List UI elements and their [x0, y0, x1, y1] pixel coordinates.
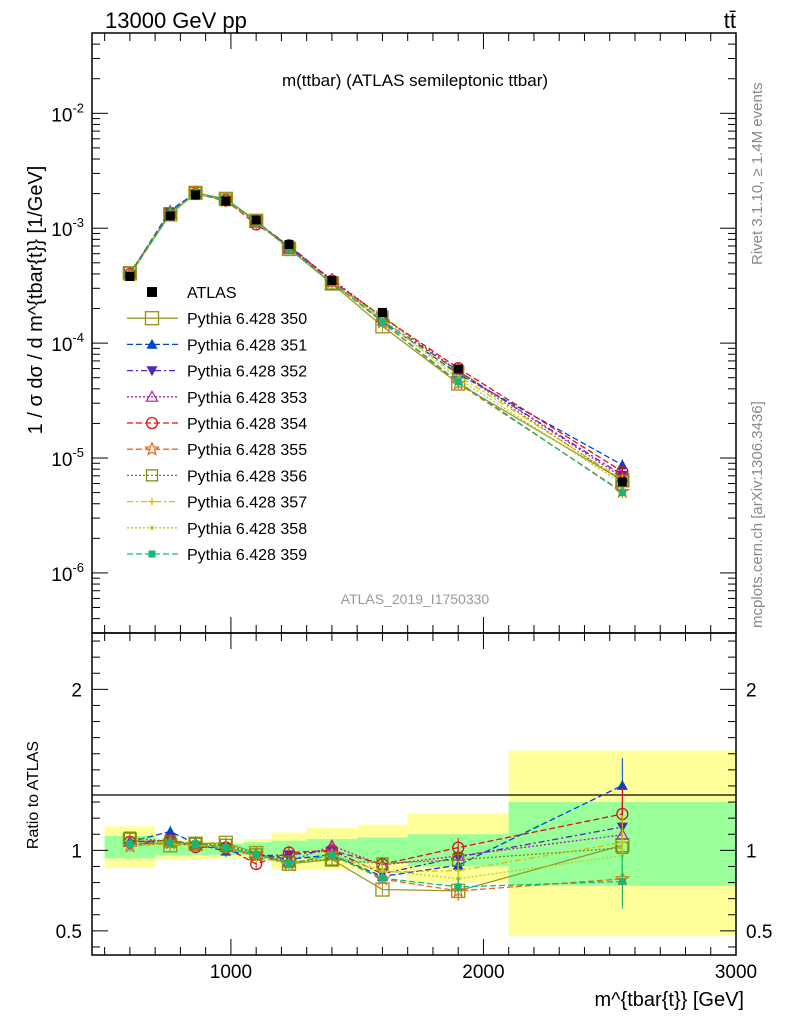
- main-ytick-label-3: 10-5: [51, 445, 84, 471]
- main-ytick-label-4: 10-6: [51, 560, 84, 586]
- series-point-9-7: [378, 318, 386, 326]
- series-line-9: [129, 192, 623, 494]
- main-y-axis-label: 1 / σ dσ / d m^{tbar{t}} [1/GeV]: [25, 166, 47, 435]
- data-point-3: [221, 196, 231, 206]
- series-line-6: [129, 192, 623, 482]
- xtick-label-0: 1000: [210, 962, 252, 983]
- legend-label-3: Pythia 6.428 353: [187, 390, 307, 407]
- ratio-panel-frame: [91, 632, 737, 956]
- legend-label-6: Pythia 6.428 356: [187, 468, 307, 485]
- legend-marker-0: [144, 311, 160, 326]
- main-ytick-label-0: 10-2: [51, 100, 84, 126]
- legend-marker-9: [148, 550, 156, 558]
- atlas-data-points: [125, 190, 627, 487]
- series-line-2: [129, 192, 623, 476]
- series-line-3: [129, 192, 623, 478]
- ratio-point-9-4: [252, 850, 260, 858]
- legend-marker-data: [147, 287, 157, 297]
- data-point-4: [251, 215, 261, 225]
- data-point-1: [165, 211, 175, 221]
- ratio-point-9-6: [328, 851, 336, 859]
- legend: ATLAS Pythia 6.428 350 Pythia 6.428 351 Pyt…: [127, 285, 307, 564]
- ratio-ytick-label-1: 1: [71, 841, 82, 862]
- legend-label-5: Pythia 6.428 355: [187, 442, 307, 459]
- main-panel-frame: [91, 32, 737, 634]
- data-point-5: [284, 240, 294, 250]
- rivet-label: Rivet 3.1.10, ≥ 1.4M events: [749, 83, 766, 266]
- xtick-label-2: 3000: [715, 962, 757, 983]
- ratio-point-1-9: [616, 779, 628, 790]
- ratio-point-9-8: [454, 883, 462, 891]
- ratio-point-9-2: [192, 840, 200, 848]
- main-ytick-label-2: 10-4: [51, 330, 84, 356]
- data-point-8: [453, 364, 463, 374]
- header-left: 13000 GeV pp: [105, 8, 247, 33]
- legend-marker-4: [145, 416, 159, 430]
- legend-label-7: Pythia 6.428 357: [187, 495, 307, 512]
- ratio-line-7: [129, 841, 623, 873]
- ratio-point-9-5: [285, 860, 293, 868]
- ratio-series: [122, 758, 631, 909]
- legend-label-8: Pythia 6.428 358: [187, 521, 307, 538]
- chart-title: m(ttbar) (ATLAS semileptonic ttbar): [282, 71, 548, 90]
- ratio-point-1-1: [164, 825, 176, 836]
- data-point-7: [377, 307, 387, 317]
- main-axis-ticks: 10-2 10-3 10-4 10-5 10-6: [51, 32, 737, 634]
- legend-label-1: Pythia 6.428 351: [187, 337, 307, 354]
- ratio-point-9-7: [378, 874, 386, 882]
- main-ytick-label-1: 10-3: [51, 215, 84, 241]
- legend-label-2: Pythia 6.428 352: [187, 364, 307, 381]
- watermark: ATLAS_2019_I1750330: [341, 591, 490, 607]
- data-point-0: [125, 271, 135, 281]
- ratio-line-6: [129, 836, 623, 865]
- ratio-line-2: [129, 826, 623, 875]
- legend-label-4: Pythia 6.428 354: [187, 416, 307, 433]
- ratio-point-8-7: [380, 868, 385, 873]
- ratio-line-8: [129, 842, 623, 880]
- ratio-point-9-9: [618, 878, 626, 886]
- legend-label-data: ATLAS: [187, 285, 237, 302]
- ratio-axis-ticks: 1000 2000 3000 0.5 0.5 1 1 2 2: [56, 633, 772, 983]
- legend-label-9: Pythia 6.428 359: [187, 547, 307, 564]
- ratio-point-9-0: [126, 840, 134, 848]
- legend-marker-8: [150, 525, 154, 530]
- data-point-9: [617, 477, 627, 487]
- legend-marker-3: [145, 390, 159, 402]
- legend-marker-6: [145, 469, 159, 482]
- xtick-label-1: 2000: [462, 962, 504, 983]
- data-point-2: [191, 190, 201, 200]
- legend-marker-7: [148, 498, 156, 506]
- ratio-ytick-label-right-2: 2: [746, 680, 757, 701]
- ratio-ytick-label-0: 0.5: [56, 922, 82, 943]
- ratio-ytick-label-right-1: 1: [746, 841, 757, 862]
- ratio-y-axis-label: Ratio to ATLAS: [25, 741, 42, 849]
- series-point-9-9: [618, 489, 626, 497]
- legend-label-0: Pythia 6.428 350: [187, 311, 307, 328]
- ratio-ytick-label-right-0: 0.5: [746, 922, 772, 943]
- mcplots-label: mcplots.cern.ch [arXiv:1306.3436]: [749, 401, 766, 628]
- x-axis-label: m^{tbar{t}} [GeV]: [595, 989, 744, 1011]
- ratio-ytick-label-2: 2: [71, 680, 82, 701]
- ratio-line-9: [129, 842, 623, 888]
- series-line-4: [129, 193, 623, 473]
- series-point-9-8: [454, 378, 462, 386]
- legend-marker-2: [146, 366, 158, 377]
- header-right: tt̄: [724, 8, 736, 33]
- legend-marker-5: [144, 441, 160, 456]
- series-line-8: [129, 192, 623, 485]
- ratio-point-9-1: [166, 839, 174, 847]
- legend-marker-1: [146, 338, 158, 349]
- data-point-6: [327, 276, 337, 286]
- ratio-point-9-3: [222, 844, 230, 852]
